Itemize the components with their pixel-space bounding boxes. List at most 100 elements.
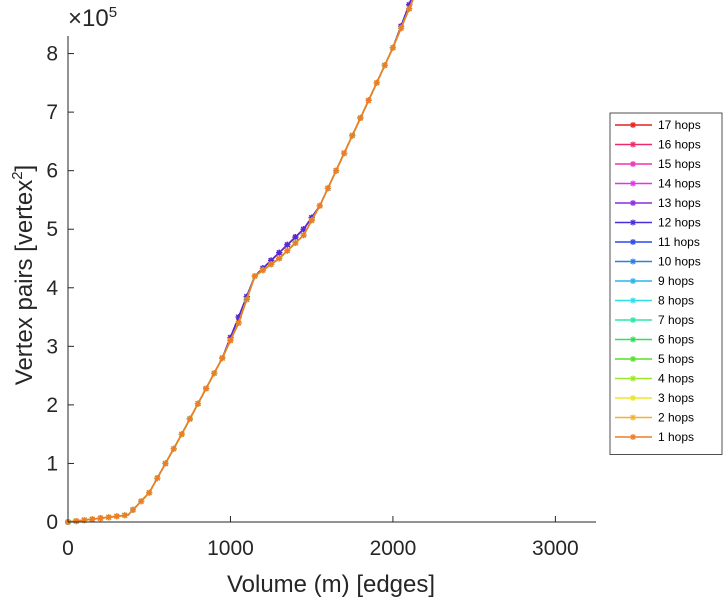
y-tick-label: 0 — [46, 511, 58, 534]
legend-label: 14 hops — [658, 177, 701, 191]
legend: 17 hops 16 hops 15 hops 14 hops 13 hops 12 ho… — [609, 112, 723, 455]
legend-marker — [630, 336, 636, 343]
series-point-1-hops — [178, 431, 185, 438]
series-point-1-hops — [243, 296, 250, 303]
series-point-1-hops — [333, 167, 340, 174]
series-point-1-hops — [276, 255, 283, 262]
legend-marker — [630, 258, 636, 265]
legend-marker — [630, 414, 636, 421]
y-tick-label: 3 — [46, 335, 58, 358]
exponent-label: ×105 — [68, 4, 117, 32]
series-point-1-hops — [251, 273, 258, 280]
legend-label: 4 hops — [658, 372, 694, 386]
legend-item-1-hops: 1 hops — [615, 430, 694, 444]
plot-area — [68, 36, 596, 522]
series-point-1-hops — [349, 132, 356, 139]
legend-item-7-hops: 7 hops — [615, 313, 694, 327]
series-point-12-hops — [276, 249, 283, 256]
series-point-1-hops — [235, 319, 242, 326]
x-tick-label: 1000 — [207, 537, 254, 560]
y-tick-label: 8 — [46, 43, 58, 66]
legend-label: 6 hops — [658, 333, 694, 347]
legend-item-15-hops: 15 hops — [615, 157, 701, 171]
series-point-1-hops — [194, 400, 201, 407]
legend-label: 3 hops — [658, 391, 694, 405]
legend-marker — [630, 317, 636, 323]
series-layer — [65, 0, 414, 525]
legend-marker — [630, 375, 636, 382]
series-point-1-hops — [300, 232, 307, 239]
series-point-1-hops — [308, 217, 315, 224]
legend-label: 12 hops — [658, 216, 701, 230]
series-point-1-hops — [373, 79, 380, 86]
legend-item-11-hops: 11 hops — [615, 235, 700, 249]
series-point-1-hops — [73, 518, 80, 525]
series-point-1-hops — [129, 506, 136, 513]
series-point-1-hops — [89, 516, 96, 523]
y-axis-label-suffix: ] — [11, 165, 38, 172]
series-point-1-hops — [381, 62, 388, 69]
legend-label: 1 hops — [658, 430, 694, 444]
series-point-12-hops — [292, 234, 299, 241]
legend-label: 17 hops — [658, 118, 701, 132]
legend-label: 8 hops — [658, 294, 694, 308]
exponent-base: ×10 — [68, 5, 109, 32]
legend-label: 2 hops — [658, 411, 694, 425]
legend-item-9-hops: 9 hops — [615, 274, 694, 288]
series-point-1-hops — [203, 385, 210, 392]
legend-label: 11 hops — [658, 235, 700, 249]
y-axis-label-main: Vertex pairs [vertex — [11, 180, 38, 385]
series-point-1-hops — [259, 267, 266, 274]
series-point-1-hops — [398, 25, 405, 32]
series-point-1-hops — [170, 445, 177, 452]
legend-item-8-hops: 8 hops — [615, 294, 694, 308]
x-tick-label: 0 — [62, 537, 74, 560]
series-point-12-hops — [284, 241, 291, 248]
legend-label: 10 hops — [658, 255, 701, 269]
series-point-1-hops — [268, 261, 275, 268]
y-tick-label: 4 — [46, 277, 58, 300]
y-tick-label: 1 — [46, 452, 58, 475]
legend-item-2-hops: 2 hops — [615, 411, 694, 425]
series-point-1-hops — [211, 370, 218, 377]
series-point-1-hops — [138, 498, 145, 505]
series-point-1-hops — [292, 239, 299, 246]
legend-marker — [630, 356, 636, 362]
legend-marker — [630, 219, 636, 226]
series-line-1-hops — [67, 0, 414, 523]
series-point-1-hops — [406, 5, 413, 12]
legend-label: 15 hops — [658, 157, 701, 171]
legend-label: 16 hops — [658, 138, 701, 152]
legend-marker — [630, 141, 636, 148]
series-point-1-hops — [284, 247, 291, 254]
series-point-1-hops — [357, 114, 364, 121]
y-axis-label-superscript: 2 — [9, 171, 26, 179]
x-tick-label: 2000 — [370, 537, 417, 560]
plot-background — [68, 36, 596, 522]
legend-marker — [630, 395, 636, 401]
legend-label: 13 hops — [658, 196, 701, 210]
series-point-1-hops — [219, 355, 226, 362]
series-point-1-hops — [162, 460, 169, 467]
legend-marker — [630, 239, 636, 245]
legend-marker — [630, 122, 636, 128]
legend-marker — [630, 278, 636, 284]
legend-label: 5 hops — [658, 352, 694, 366]
series-point-12-hops — [300, 226, 307, 233]
series-point-1-hops — [324, 185, 331, 192]
series-point-1-hops — [154, 475, 161, 482]
legend-item-13-hops: 13 hops — [615, 196, 701, 210]
series-point-1-hops — [186, 415, 193, 422]
series-point-1-hops — [105, 514, 112, 521]
series-point-1-hops — [365, 97, 372, 104]
legend-marker — [630, 161, 636, 167]
series-point-1-hops — [316, 202, 323, 209]
legend-label: 9 hops — [658, 274, 694, 288]
legend-item-3-hops: 3 hops — [615, 391, 694, 405]
series-1-hops — [65, 0, 414, 525]
legend-marker — [630, 434, 636, 440]
legend-marker — [630, 200, 636, 206]
axes-layer: 0 1000 2000 3000 0 1 2 3 4 5 6 7 8 — [46, 36, 596, 560]
legend-item-14-hops: 14 hops — [615, 177, 701, 191]
y-tick-label: 6 — [46, 160, 58, 183]
